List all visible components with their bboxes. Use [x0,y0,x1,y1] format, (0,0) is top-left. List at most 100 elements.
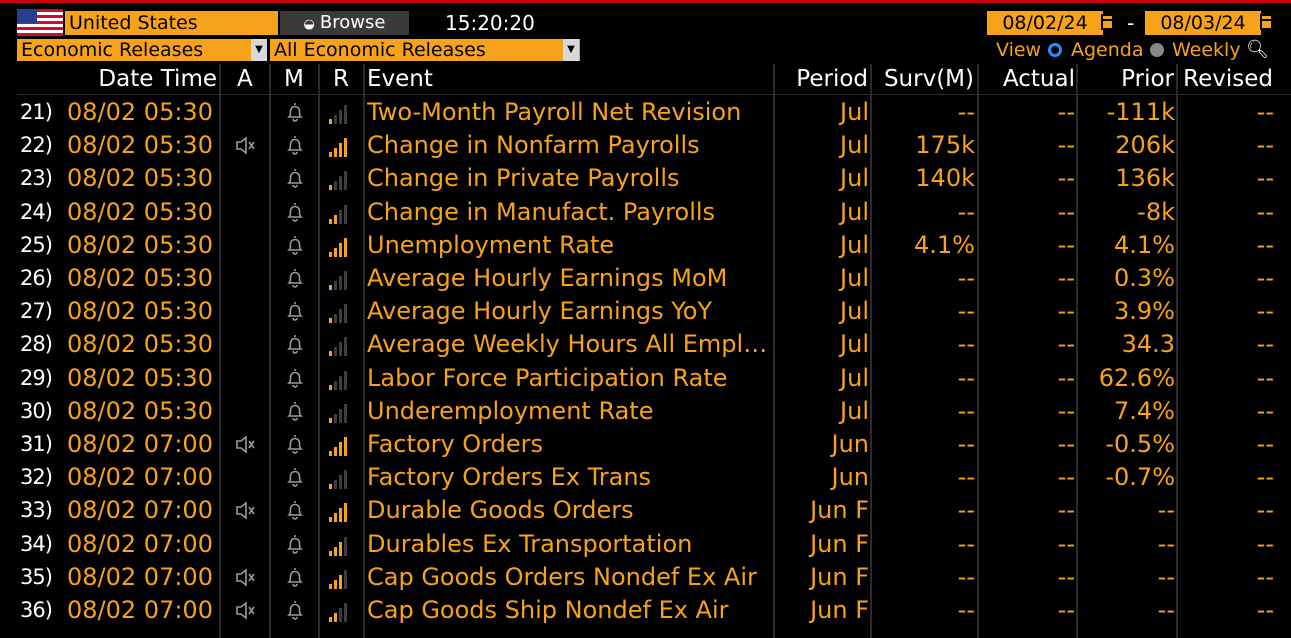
column-header-monitor[interactable]: M [284,66,304,92]
row-number[interactable]: 35) [20,564,53,589]
bell-icon[interactable] [283,494,307,527]
chevron-down-icon[interactable]: ▼ [251,39,267,61]
row-number[interactable]: 25) [20,232,53,257]
bell-icon[interactable] [283,96,307,129]
row-number[interactable]: 21) [20,100,53,124]
bell-icon[interactable] [283,362,307,395]
event-name[interactable]: Cap Goods Ship Nondef Ex Air [367,596,729,624]
row-number[interactable]: 24) [20,199,53,224]
event-name[interactable]: Durable Goods Orders [367,496,634,525]
bell-icon[interactable] [283,428,307,461]
agenda-option[interactable]: Agenda [1071,39,1144,61]
column-header-alert[interactable]: A [237,66,253,92]
column-header-actual[interactable]: Actual [1002,66,1075,92]
bell-icon[interactable] [283,528,307,561]
browse-button[interactable]: ◒ Browse [280,11,409,35]
row-number[interactable]: 22) [20,133,53,158]
table-row[interactable]: 32) 08/02 07:00 Factory Orders Ex Trans Jun… [0,461,1291,494]
relevance-bar [329,550,332,556]
table-row[interactable]: 33) 08/02 07:00 Durable Goods Orders Jun F -… [0,494,1291,527]
event-name[interactable]: Factory Orders Ex Trans [367,463,652,492]
speaker-icon[interactable] [234,494,258,527]
relevance-bars-icon [329,137,353,158]
event-name[interactable]: Average Hourly Earnings YoY [367,297,713,326]
relevance-bar [339,110,342,124]
agenda-radio[interactable] [1048,43,1062,57]
table-row[interactable]: 29) 08/02 05:30 Labor Force Participation … [0,362,1291,395]
bell-icon[interactable] [283,262,307,295]
bell-icon[interactable] [283,328,307,361]
column-header-relevance[interactable]: R [333,66,349,92]
bell-icon[interactable] [283,196,307,229]
row-number[interactable]: 33) [20,498,53,523]
column-header-survey[interactable]: Surv(M) [883,66,974,92]
speaker-icon[interactable] [234,594,258,627]
speaker-icon[interactable] [234,561,258,594]
table-row[interactable]: 21) 08/02 05:30 Two-Month Payroll Net Revi… [0,96,1291,129]
chevron-down-icon[interactable]: ▼ [563,39,579,61]
table-row[interactable]: 22) 08/02 05:30 Change in Nonfarm Payrolls… [0,129,1291,162]
speaker-icon[interactable] [234,129,258,162]
bell-icon[interactable] [283,295,307,328]
event-name[interactable]: Two-Month Payroll Net Revision [367,98,742,126]
bell-icon[interactable] [283,162,307,195]
start-date-field[interactable]: 08/02/24 [987,11,1103,35]
row-number[interactable]: 36) [20,598,53,622]
bell-icon[interactable] [283,395,307,428]
weekly-radio[interactable] [1150,43,1164,57]
row-number[interactable]: 26) [20,266,53,290]
filter-dropdown[interactable]: All Economic Releases [270,39,580,61]
table-row[interactable]: 23) 08/02 05:30 Change in Private Payrolls… [0,162,1291,195]
row-number[interactable]: 30) [20,398,53,423]
table-row[interactable]: 36) 08/02 07:00 Cap Goods Ship Nondef Ex A… [0,594,1291,627]
weekly-option[interactable]: Weekly [1172,39,1241,61]
row-number[interactable]: 28) [20,332,53,357]
column-header-event[interactable]: Event [367,66,433,92]
speaker-icon[interactable] [234,428,258,461]
calendar-icon[interactable] [1101,14,1114,30]
table-row[interactable]: 30) 08/02 05:30 Underemployment Rate Jul -- -… [0,395,1291,428]
table-row[interactable]: 28) 08/02 05:30 Average Weekly Hours All E… [0,328,1291,361]
bell-icon[interactable] [283,561,307,594]
bell-icon[interactable] [283,461,307,494]
category-dropdown[interactable]: Economic Releases [17,39,267,61]
bell-icon[interactable] [283,594,307,627]
event-name[interactable]: Durables Ex Transportation [367,529,693,558]
table-row[interactable]: 26) 08/02 05:30 Average Hourly Earnings Mo… [0,262,1291,295]
actual-value: -- [1057,297,1075,326]
table-row[interactable]: 34) 08/02 07:00 Durables Ex Transportation… [0,528,1291,561]
row-number[interactable]: 23) [20,166,53,191]
calendar-icon[interactable] [1260,14,1273,30]
table-row[interactable]: 25) 08/02 05:30 Unemployment Rate Jul 4.1% --… [0,229,1291,262]
event-name[interactable]: Underemployment Rate [367,396,654,425]
column-header-date-time[interactable]: Date Time [98,66,217,92]
table-row[interactable]: 31) 08/02 07:00 Factory Orders Jun -- -- -0.5%… [0,428,1291,461]
bell-icon[interactable] [283,229,307,262]
row-number[interactable]: 32) [20,465,53,490]
event-name[interactable]: Change in Manufact. Payrolls [367,197,716,226]
zoom-icon[interactable]: 🔍︎ [1246,39,1269,60]
event-name[interactable]: Change in Private Payrolls [367,164,680,193]
event-name[interactable]: Average Hourly Earnings MoM [367,264,728,292]
column-header-revised[interactable]: Revised [1183,66,1273,92]
table-row[interactable]: 24) 08/02 05:30 Change in Manufact. Payrol… [0,196,1291,229]
event-name[interactable]: Change in Nonfarm Payrolls [367,131,700,160]
end-date-field[interactable]: 08/03/24 [1145,11,1261,35]
column-header-prior[interactable]: Prior [1121,66,1174,92]
country-selector[interactable]: United States [65,11,278,35]
event-name[interactable]: Unemployment Rate [367,230,615,259]
table-row[interactable]: 27) 08/02 05:30 Average Hourly Earnings Yo… [0,295,1291,328]
row-number[interactable]: 31) [20,432,53,456]
column-header-period[interactable]: Period [796,66,868,92]
event-name[interactable]: Average Weekly Hours All Empl… [367,330,767,359]
period-value: Jun F [810,529,869,558]
bell-icon[interactable] [283,129,307,162]
event-name[interactable]: Factory Orders [367,430,544,458]
event-name[interactable]: Cap Goods Orders Nondef Ex Air [367,562,757,591]
row-number[interactable]: 29) [20,365,53,390]
table-row[interactable]: 35) 08/02 07:00 Cap Goods Orders Nondef Ex… [0,561,1291,594]
relevance-bars-icon [329,336,353,357]
event-name[interactable]: Labor Force Participation Rate [367,363,728,392]
row-number[interactable]: 34) [20,531,53,556]
row-number[interactable]: 27) [20,299,53,324]
